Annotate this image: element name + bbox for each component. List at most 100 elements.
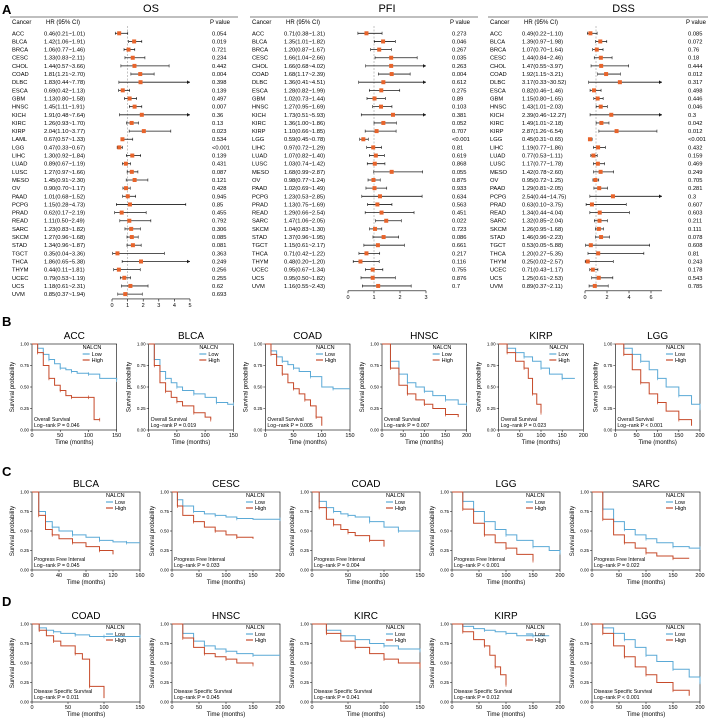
forest-p-label: 0.022 bbox=[452, 219, 467, 225]
km-annotation-pvalue: Log−rank P = 0.004 bbox=[314, 563, 360, 569]
forest-hr-label: 1.30(0.92~1.84) bbox=[44, 154, 85, 160]
km-x-tick-label: 50 bbox=[400, 433, 406, 439]
forest-hr-label: 0.89(0.37~2.11) bbox=[522, 284, 563, 290]
forest-plot-dss: DSS Cancer HR (95% CI) P value ACC 0.49(0.22~… bbox=[488, 3, 708, 301]
forest-hr-label: 1.07(0.82~1.40) bbox=[284, 154, 325, 160]
km-x-tick-label: 0 bbox=[30, 433, 33, 439]
forest-point bbox=[590, 267, 595, 272]
km-y-tick-label: 0.50 bbox=[20, 661, 29, 666]
km-title: HNSC bbox=[410, 331, 438, 342]
forest-point bbox=[358, 259, 363, 264]
forest-row: KICH 1.73(0.51~5.93) 0.381 bbox=[252, 112, 467, 119]
forest-cancer-label: PRAD bbox=[490, 202, 506, 208]
forest-cancer-label: LUSC bbox=[12, 170, 27, 176]
km-y-tick-label: 0.75 bbox=[580, 641, 589, 646]
forest-hr-label: 1.10(0.66~1.85) bbox=[284, 129, 325, 135]
km-y-tick-label: 1.00 bbox=[20, 622, 29, 627]
forest-p-label: 0.3 bbox=[688, 194, 696, 200]
forest-row: BRCA 1.07(0.70~1.64) 0.76 bbox=[490, 47, 699, 54]
km-y-tick-label: 0.75 bbox=[440, 509, 449, 514]
forest-cancer-label: CESC bbox=[490, 56, 506, 62]
km-annotation-pvalue: Log−rank P = 0.045 bbox=[34, 563, 80, 569]
km-annotation-pvalue: Log−rank P = 0.045 bbox=[174, 695, 220, 701]
forest-p-label: 0.705 bbox=[688, 178, 703, 184]
km-annotation-pvalue: Log−rank P = 0.007 bbox=[384, 423, 430, 429]
forest-p-label: 0.442 bbox=[212, 64, 227, 70]
forest-tick-label: 6 bbox=[649, 295, 652, 301]
forest-hr-label: 1.06(0.77~1.46) bbox=[44, 48, 85, 54]
forest-row: KIRP 2.87(1.26~6.54) 0.012 bbox=[490, 129, 703, 135]
km-x-tick-label: 50 bbox=[616, 573, 622, 579]
forest-hr-label: 1.23(0.83~1.82) bbox=[44, 227, 85, 233]
km-y-tick-label: 0.25 bbox=[487, 406, 496, 411]
forest-hr-label: 0.97(0.72~1.29) bbox=[284, 145, 325, 151]
forest-point bbox=[126, 47, 131, 52]
forest-hr-label: 1.20(0.27~5.35) bbox=[522, 251, 563, 257]
forest-hr-label: 1.18(0.61~2.31) bbox=[44, 284, 85, 290]
km-y-tick-label: 0.25 bbox=[440, 548, 449, 553]
forest-cancer-label: UCS bbox=[252, 276, 264, 282]
forest-row: MESO 1.68(0.99~2.87) 0.055 bbox=[252, 169, 467, 176]
km-curve-high bbox=[32, 491, 114, 555]
km-x-tick-label: 0 bbox=[30, 705, 33, 711]
km-y-tick-label: 0.00 bbox=[487, 428, 496, 433]
km-y-tick-label: 0.25 bbox=[160, 548, 169, 553]
forest-cancer-label: UCEC bbox=[252, 268, 268, 274]
forest-p-label: 0.85 bbox=[212, 202, 223, 208]
km-curve-low bbox=[592, 623, 701, 683]
forest-cancer-label: BLCA bbox=[252, 39, 267, 45]
km-x-tick-label: 200 bbox=[275, 705, 284, 711]
km-y-tick-label: 1.00 bbox=[487, 342, 496, 347]
forest-p-label: 0.243 bbox=[688, 259, 703, 265]
km-title: COAD bbox=[352, 479, 381, 490]
forest-cancer-label: LIHC bbox=[252, 145, 265, 151]
forest-p-label: 0.159 bbox=[688, 154, 703, 160]
forest-cancer-label: BRCA bbox=[252, 48, 268, 54]
km-plot-c-lgg: LGG 0.00 0.25 0.50 0.75 1.00 0 50 100 150 200 Time … bbox=[430, 479, 565, 586]
forest-hr-label: 1.47(0.55~3.97) bbox=[522, 64, 563, 70]
forest-row: LAML 0.67(0.57~1.33) 0.534 bbox=[12, 137, 227, 143]
forest-p-label: 0.661 bbox=[452, 243, 467, 249]
forest-point bbox=[138, 80, 143, 85]
km-legend-low: Low bbox=[255, 500, 265, 506]
forest-row: UVM 0.89(0.37~2.11) 0.785 bbox=[490, 283, 703, 290]
km-y-tick-label: 0.00 bbox=[440, 700, 449, 705]
forest-p-label: 0.306 bbox=[212, 227, 227, 233]
km-legend-title: NALCN bbox=[316, 345, 335, 351]
forest-point bbox=[120, 88, 125, 93]
km-x-tick-label: 200 bbox=[579, 433, 588, 439]
km-annotation-pvalue: Log−rank P = 0.019 bbox=[151, 423, 197, 429]
forest-cancer-label: THYM bbox=[490, 259, 507, 265]
km-annotation-type: Overall Survival bbox=[501, 417, 537, 423]
forest-p-label: 0.217 bbox=[452, 251, 467, 257]
forest-row: ACC 0.71(0.38~1.31) 0.273 bbox=[252, 31, 467, 37]
km-plot-b-blca: BLCA 0.00 0.25 0.50 0.75 1.00 0 50 100 150 Time (m… bbox=[127, 331, 238, 446]
km-curve-low bbox=[32, 343, 118, 381]
forest-hr-label: 0.82(0.46~1.46) bbox=[522, 88, 563, 94]
forest-hr-label: 1.03(0.74~1.42) bbox=[284, 162, 325, 168]
forest-point bbox=[139, 259, 144, 264]
km-curve-low bbox=[312, 623, 421, 651]
forest-cancer-label: THYM bbox=[12, 268, 29, 274]
km-annotation-pvalue: Log−rank P = 0.041 bbox=[314, 695, 360, 701]
forest-hr-label: 1.26(0.95~1.68) bbox=[522, 227, 563, 233]
forest-row: UVM 1.16(0.55~2.43) 0.7 bbox=[252, 283, 460, 290]
km-annotation-type: Overall Survival bbox=[34, 417, 70, 423]
km-y-tick-label: 0.75 bbox=[137, 363, 146, 368]
km-title: ACC bbox=[64, 331, 85, 342]
forest-row: CESC 1.44(0.84~2.46) 0.18 bbox=[490, 55, 699, 62]
forest-header-cancer: Cancer bbox=[252, 20, 271, 26]
forest-point bbox=[596, 145, 601, 150]
forest-p-label: 0.444 bbox=[688, 64, 703, 70]
km-x-tick-label: 150 bbox=[441, 433, 450, 439]
forest-hr-label: 0.47(0.33~0.67) bbox=[44, 145, 85, 151]
km-y-tick-label: 0.25 bbox=[160, 680, 169, 685]
forest-point bbox=[597, 186, 602, 191]
km-x-tick-label: 50 bbox=[57, 433, 63, 439]
forest-hr-label: 2.54(0.44~14.75) bbox=[522, 194, 566, 200]
km-curve-high bbox=[312, 623, 421, 667]
km-plot-d-kirc: KIRC 0.00 0.25 0.50 0.75 1.00 0 50 100 150 Time (m… bbox=[290, 611, 425, 718]
forest-hr-label: 1.19(0.77~1.86) bbox=[522, 145, 563, 151]
forest-point bbox=[123, 161, 128, 166]
forest-hr-label: 1.15(0.61~2.17) bbox=[284, 243, 325, 249]
